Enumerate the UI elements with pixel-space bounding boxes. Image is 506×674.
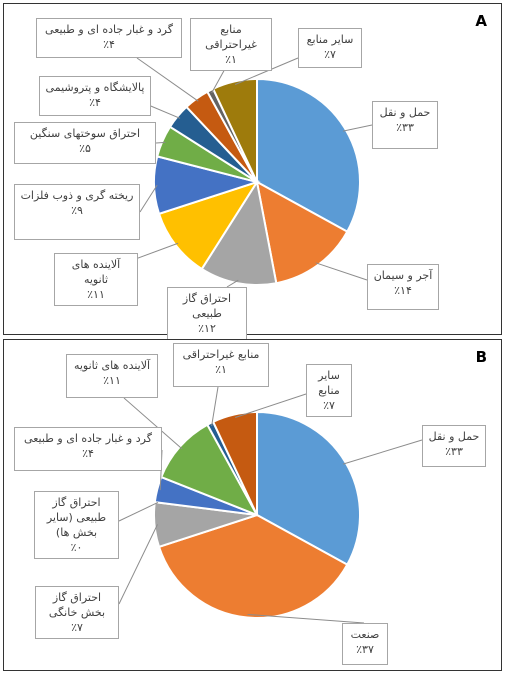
slice-label-name: احتراق گاز بخش خانگی xyxy=(48,591,106,619)
chart-panel-a: A حمل و نقل ٪۳۳ آجر و سیمان ٪۱۴ احتراق گاز ط… xyxy=(3,3,502,340)
slice-label-value: ٪۹ xyxy=(71,204,83,217)
leader-line xyxy=(118,524,158,605)
slice-label-value: ٪۵ xyxy=(79,142,91,155)
leader-line xyxy=(235,57,299,85)
slice-label: گرد و غبار جاده ای و طبیعی ٪۴ xyxy=(36,18,182,58)
slice-label: حمل و نقل ٪۳۳ xyxy=(422,425,486,467)
slice-label-value: ٪۴ xyxy=(89,96,101,109)
leader-line xyxy=(247,613,365,624)
pie-chart-b xyxy=(118,386,423,624)
slice-label-name: احتراق گاز طبیعی xyxy=(182,292,232,320)
pie-slice xyxy=(255,180,349,285)
slice-label-value: ٪۴ xyxy=(103,38,115,51)
slice-label-value: ٪۱ xyxy=(215,363,227,376)
leader-line xyxy=(235,393,307,418)
slice-label-value: ٪۰ xyxy=(70,541,83,554)
slice-label: آجر و سیمان ٪۱۴ xyxy=(367,264,439,310)
slice-label-name: سایر منابع xyxy=(306,33,354,46)
pie-slice xyxy=(211,410,258,516)
slice-label-value: ٪۱۲ xyxy=(198,322,216,335)
pie-slice xyxy=(200,179,278,286)
slice-label-name: منابع غیراحتراقی xyxy=(182,348,260,361)
leader-line xyxy=(136,57,199,102)
slice-label: احتراق گاز طبیعی (سایر بخش ها) ٪۰ xyxy=(34,491,119,559)
panel-letter-b: B xyxy=(475,348,487,366)
leader-line xyxy=(139,184,158,213)
slice-label-name: آلاینده های ثانویه xyxy=(71,258,121,286)
panel-letter-a: A xyxy=(475,12,487,30)
slice-label: حمل و نقل ٪۳۳ xyxy=(372,101,438,149)
slice-label-value: ٪۳۳ xyxy=(396,121,414,134)
slice-label-value: ٪۱۱ xyxy=(103,374,121,387)
slice-label: منابع غیراحتراقی ٪۱ xyxy=(190,18,272,71)
slice-label: سایر منابع ٪۷ xyxy=(306,364,352,417)
slice-label-name: آلاینده های ثانویه xyxy=(73,359,151,372)
slice-label-name: سایر منابع xyxy=(318,369,340,397)
slice-label: منابع غیراحتراقی ٪۱ xyxy=(173,343,269,387)
pie-slice xyxy=(157,513,349,619)
slice-label-value: ٪۷ xyxy=(323,399,335,412)
slice-label: آلاینده های ثانویه ٪۱۱ xyxy=(54,253,138,306)
slice-label: احتراق سوختهای سنگین ٪۵ xyxy=(14,122,156,164)
slice-label-value: ٪۷ xyxy=(324,48,336,61)
leader-line xyxy=(123,397,183,450)
pie-slice xyxy=(157,180,260,271)
pie-slice xyxy=(256,410,361,566)
leader-line xyxy=(211,386,219,427)
slice-label-name: صنعت xyxy=(350,628,380,641)
pie-slice xyxy=(211,77,258,183)
slice-label-value: ٪۱۱ xyxy=(87,288,105,301)
slice-label-value: ٪۳۳ xyxy=(445,445,463,458)
slice-label-name: منابع غیراحتراقی xyxy=(205,23,257,51)
slice-label-name: احتراق گاز طبیعی (سایر بخش ها) xyxy=(46,496,107,539)
slice-label: احتراق گاز بخش خانگی ٪۷ xyxy=(35,586,119,639)
pie-chart-a xyxy=(121,57,373,288)
slice-label-name: گرد و غبار جاده ای و طبیعی xyxy=(45,23,173,36)
leader-line xyxy=(342,439,423,465)
slice-label-name: حمل و نقل xyxy=(428,430,480,443)
leader-line xyxy=(155,141,166,144)
slice-label-name: گرد و غبار جاده ای و طبیعی xyxy=(24,432,152,445)
slice-label-name: آجر و سیمان xyxy=(373,269,433,282)
slice-label-value: ٪۱ xyxy=(225,53,237,66)
slice-label-name: پالایشگاه و پتروشیمی xyxy=(45,81,145,94)
slice-label-name: حمل و نقل xyxy=(379,106,431,119)
slice-label: آلاینده های ثانویه ٪۱۱ xyxy=(66,354,158,398)
leader-line xyxy=(118,502,159,522)
slice-label-value: ٪۷ xyxy=(71,621,83,634)
slice-label: ریخته گری و ذوب فلزات ٪۹ xyxy=(14,184,140,240)
leader-line xyxy=(226,279,239,288)
leader-line xyxy=(342,124,373,132)
slice-label: پالایشگاه و پتروشیمی ٪۴ xyxy=(39,76,151,116)
slice-label-name: ریخته گری و ذوب فلزات xyxy=(20,189,134,202)
slice-label-value: ٪۱۴ xyxy=(394,284,412,297)
slice-label: گرد و غبار جاده ای و طبیعی ٪۴ xyxy=(14,427,162,471)
slice-label-value: ٪۴ xyxy=(82,447,94,460)
pie-slice xyxy=(256,77,361,233)
slice-label: احتراق گاز طبیعی ٪۱۲ xyxy=(167,287,247,340)
chart-panel-b: B حمل و نقل ٪۳۳ صنعت ٪۳۷ احتراق گاز بخش خانگ… xyxy=(3,339,502,671)
slice-label-name: احتراق سوختهای سنگین xyxy=(29,127,141,140)
slice-label: سایر منابع ٪۷ xyxy=(298,28,362,68)
leader-line xyxy=(145,103,181,119)
leader-line xyxy=(315,262,368,281)
slice-label: صنعت ٪۳۷ xyxy=(342,623,388,665)
slice-label-value: ٪۳۷ xyxy=(356,643,374,656)
